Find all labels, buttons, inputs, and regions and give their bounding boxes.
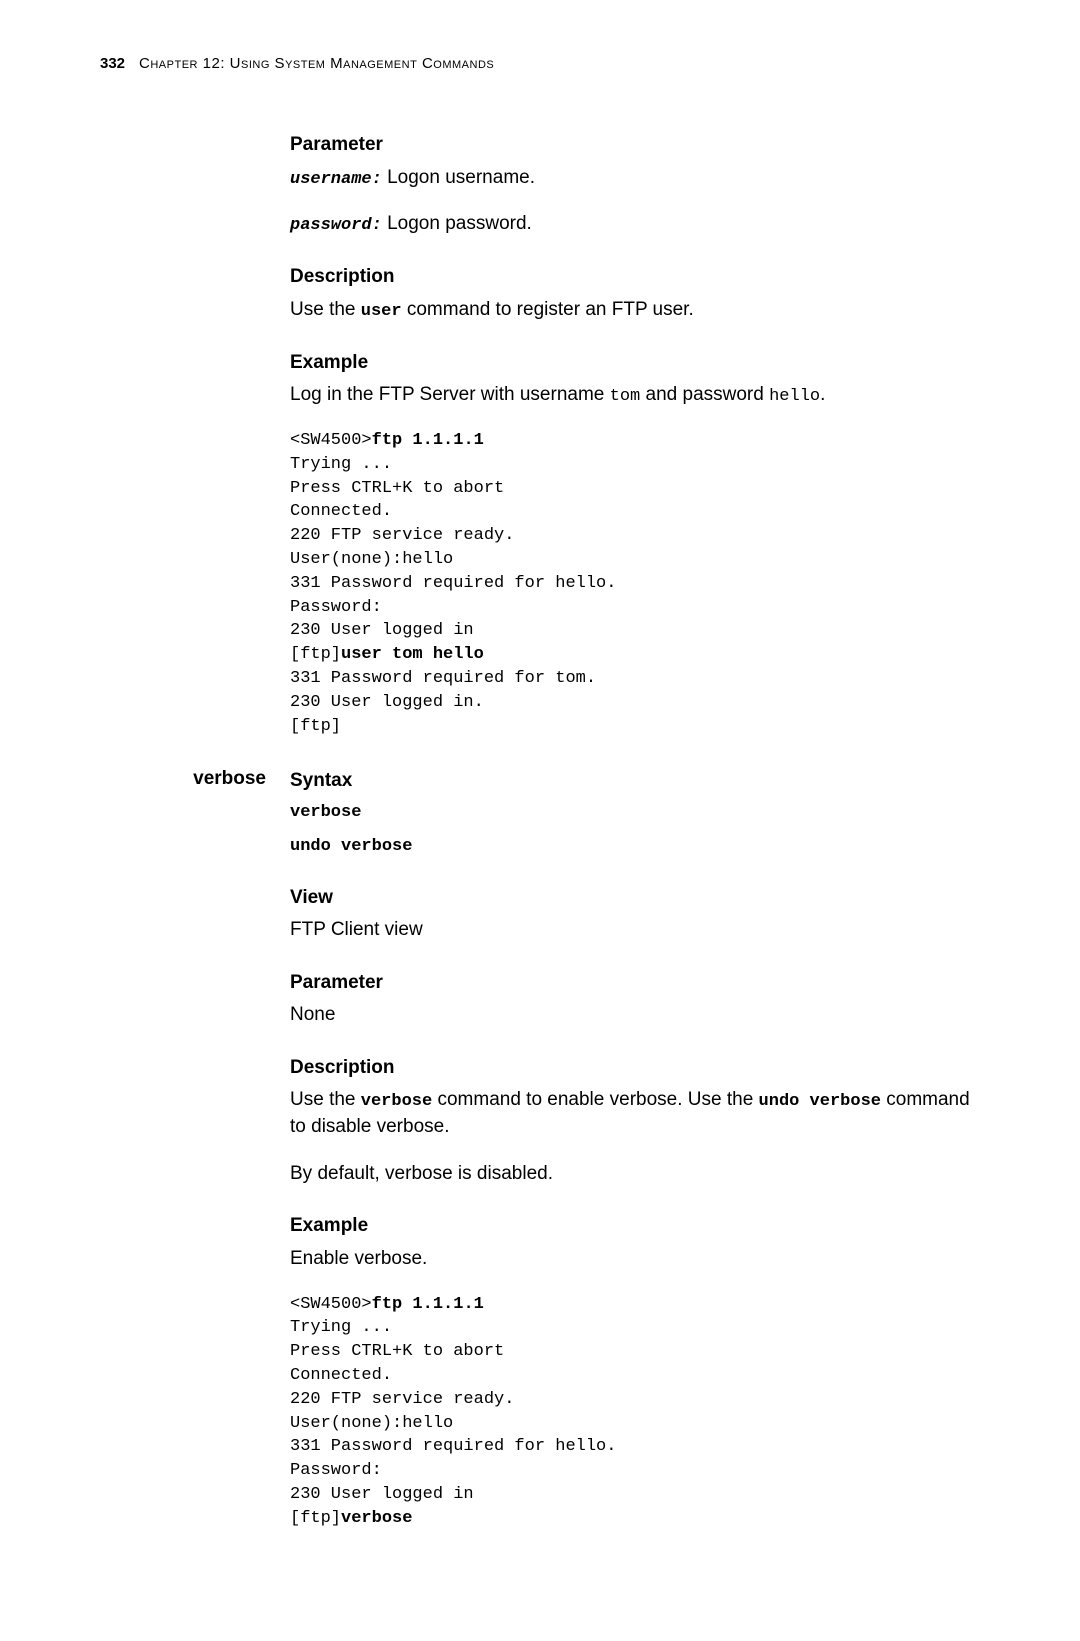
page: 332 Chapter 12: Using System Management … [0, 0, 1080, 1641]
syntax-line: undo verbose [290, 835, 980, 859]
example-heading: Example [290, 350, 980, 377]
parameter-block: Parameter username: Logon username. pass… [290, 132, 980, 238]
code-line: [ftp] [290, 645, 341, 664]
view-heading: View [290, 885, 980, 912]
text: Use the [290, 1089, 361, 1110]
example-intro: Enable verbose. [290, 1246, 980, 1273]
code-line: Press CTRL+K to abort [290, 1342, 504, 1361]
param-desc: Logon username. [382, 167, 535, 188]
code-line: 230 User logged in [290, 1485, 474, 1504]
page-header: 332 Chapter 12: Using System Management … [100, 55, 980, 72]
example-block: Example Enable verbose. <SW4500>ftp 1.1.… [290, 1213, 980, 1530]
code-line: ftp 1.1.1.1 [372, 1295, 484, 1314]
code-line: 220 FTP service ready. [290, 526, 514, 545]
description-text: Use the user command to register an FTP … [290, 297, 980, 324]
left-gutter: verbose [100, 768, 270, 1560]
description-block: Description Use the user command to regi… [290, 264, 980, 323]
text: command to register an FTP user. [402, 299, 694, 320]
section-continuation: Parameter username: Logon username. pass… [100, 132, 980, 768]
code-line: Trying ... [290, 455, 392, 474]
section-label: verbose [100, 768, 266, 790]
code-line: <SW4500> [290, 1295, 372, 1314]
page-number: 332 [100, 55, 125, 72]
code-line: Connected. [290, 502, 392, 521]
description-heading: Description [290, 264, 980, 291]
code-line: user tom hello [341, 645, 484, 664]
code-line: 220 FTP service ready. [290, 1390, 514, 1409]
code-line: Trying ... [290, 1318, 392, 1337]
section-verbose: verbose Syntax verbose undo verbose View… [100, 768, 980, 1560]
right-content: Syntax verbose undo verbose View FTP Cli… [290, 768, 980, 1560]
inline-mono: hello [769, 387, 820, 406]
example-block: Example Log in the FTP Server with usern… [290, 350, 980, 739]
code-line: 331 Password required for tom. [290, 669, 596, 688]
chapter-title: Chapter 12: Using System Management Comm… [139, 55, 494, 72]
param-name: username: [290, 170, 382, 189]
example-heading: Example [290, 1213, 980, 1240]
param-password: password: Logon password. [290, 211, 980, 238]
text: and password [640, 384, 769, 405]
inline-cmd: user [361, 302, 402, 321]
description-heading: Description [290, 1055, 980, 1082]
parameter-block: Parameter None [290, 970, 980, 1029]
param-desc: Logon password. [382, 213, 532, 234]
code-line: Password: [290, 598, 382, 617]
inline-cmd: verbose [361, 1092, 432, 1111]
view-block: View FTP Client view [290, 885, 980, 944]
code-line: 230 User logged in [290, 621, 474, 640]
description-block: Description Use the verbose command to e… [290, 1055, 980, 1188]
code-line: User(none):hello [290, 1414, 453, 1433]
code-line: 230 User logged in. [290, 693, 484, 712]
view-text: FTP Client view [290, 917, 980, 944]
left-gutter [100, 132, 270, 768]
right-content: Parameter username: Logon username. pass… [290, 132, 980, 768]
description-text: Use the verbose command to enable verbos… [290, 1087, 980, 1140]
syntax-line: verbose [290, 801, 980, 825]
text: Log in the FTP Server with username [290, 384, 610, 405]
code-line: ftp 1.1.1.1 [372, 431, 484, 450]
example-intro: Log in the FTP Server with username tom … [290, 382, 980, 409]
code-line: Password: [290, 1461, 382, 1480]
code-line: verbose [341, 1509, 412, 1528]
param-name: password: [290, 216, 382, 235]
code-block-1: <SW4500>ftp 1.1.1.1 Trying ... Press CTR… [290, 429, 980, 738]
text: Use the [290, 299, 361, 320]
parameter-heading: Parameter [290, 970, 980, 997]
code-line: 331 Password required for hello. [290, 574, 616, 593]
code-line: [ftp] [290, 1509, 341, 1528]
syntax-block: Syntax verbose undo verbose [290, 768, 980, 858]
param-username: username: Logon username. [290, 165, 980, 192]
code-line: User(none):hello [290, 550, 453, 569]
code-line: <SW4500> [290, 431, 372, 450]
syntax-heading: Syntax [290, 768, 980, 795]
code-line: 331 Password required for hello. [290, 1437, 616, 1456]
inline-cmd: undo verbose [759, 1092, 881, 1111]
description-default: By default, verbose is disabled. [290, 1161, 980, 1188]
text: command to enable verbose. Use the [432, 1089, 758, 1110]
code-line: Connected. [290, 1366, 392, 1385]
inline-mono: tom [610, 387, 641, 406]
code-line: Press CTRL+K to abort [290, 479, 504, 498]
code-block-2: <SW4500>ftp 1.1.1.1 Trying ... Press CTR… [290, 1293, 980, 1531]
code-line: [ftp] [290, 717, 341, 736]
text: . [820, 384, 825, 405]
parameter-heading: Parameter [290, 132, 980, 159]
parameter-text: None [290, 1002, 980, 1029]
